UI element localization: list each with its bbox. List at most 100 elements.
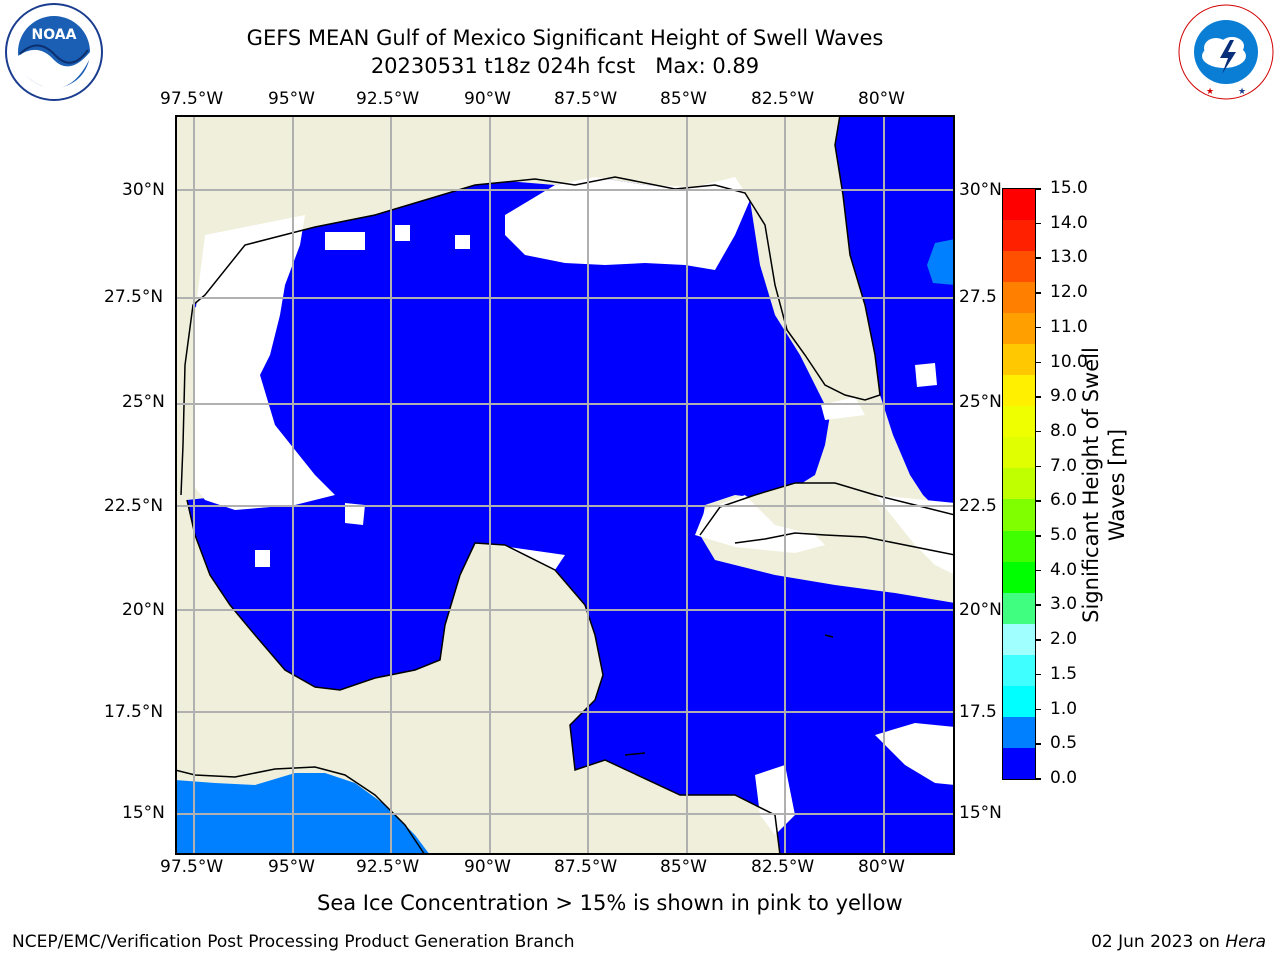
atlantic-swell-field [835, 115, 955, 507]
colorbar-tick-mark [1035, 604, 1041, 606]
nodata-zones [193, 177, 955, 835]
colorbar-segment [1003, 499, 1035, 531]
lon-label-top: 92.5°W [356, 89, 420, 109]
colorbar-tick-mark [1035, 222, 1041, 225]
colorbar-tick-mark [1035, 778, 1041, 780]
lon-label-top: 87.5°W [554, 89, 618, 109]
map-panel [174, 114, 956, 856]
colorbar-segment [1003, 251, 1035, 283]
lat-label-left: 20°N [122, 600, 165, 620]
colorbar-tick-mark [1035, 292, 1041, 294]
svg-text:★: ★ [1238, 87, 1246, 97]
colorbar-tick-mark [1035, 535, 1041, 537]
map-frame [175, 115, 955, 855]
colorbar-segment [1003, 282, 1035, 314]
colorbar-tick-mark [1035, 188, 1041, 190]
colorbar-tick-mark [1035, 430, 1041, 433]
colorbar-tick-label: 14.0 [1050, 212, 1088, 233]
colorbar-tick-label: 10.0 [1050, 351, 1088, 372]
lon-label-top: 90°W [464, 89, 511, 109]
colorbar-tick-label: 8.0 [1050, 420, 1078, 441]
colorbar-segment [1003, 344, 1035, 376]
colorbar-segment [1003, 530, 1035, 562]
colorbar-tick-mark [1035, 257, 1041, 259]
lon-label-bottom: 92.5°W [356, 857, 420, 877]
colorbar-segment [1003, 747, 1035, 779]
lat-label-right: 25°N [959, 392, 1002, 412]
lat-label-left: 25°N [122, 392, 165, 412]
colorbar-ticks: 15.0 14.0 13.0 12.0 11.0 10.0 9.0 8.0 7.0 6.0 5.0 4… [1035, 178, 1102, 790]
graticule [175, 115, 955, 855]
svg-text:NOAA: NOAA [32, 27, 77, 43]
colorbar [1002, 188, 1036, 780]
noaa-logo: NOAA [4, 2, 104, 102]
colorbar-tick-label: 3.0 [1050, 594, 1078, 615]
chart-subtitle: 20230531 t18z 024h fcst Max: 0.89 [370, 54, 760, 78]
lon-label-top: 82.5°W [751, 89, 815, 109]
colorbar-label: Significant Height of Swell Waves [m] [1079, 347, 1129, 623]
colorbar-tick-mark [1035, 708, 1041, 711]
date-stamp: 02 Jun 2023 on Hera [1091, 932, 1266, 952]
colorbar-tick-mark [1035, 673, 1041, 676]
colorbar-tick-label: 5.0 [1050, 525, 1078, 546]
colorbar-tick-label: 1.5 [1050, 663, 1078, 684]
lon-label-top: 80°W [858, 89, 905, 109]
lon-label-bottom: 87.5°W [554, 857, 618, 877]
chart-title: GEFS MEAN Gulf of Mexico Significant Hei… [246, 26, 884, 50]
gulf-map [174, 114, 956, 856]
lon-label-bottom: 85°W [660, 857, 707, 877]
colorbar-segment [1003, 468, 1035, 500]
colorbar-segment [1003, 313, 1035, 345]
colorbar-segment [1003, 561, 1035, 593]
colorbar-tick-mark [1035, 361, 1041, 364]
colorbar-tick-label: 4.0 [1050, 559, 1078, 580]
colorbar-segment [1003, 437, 1035, 469]
sea-ice-note: Sea Ice Concentration > 15% is shown in … [317, 891, 903, 915]
lat-label-right: 17.5 [959, 702, 997, 722]
colorbar-segment [1003, 623, 1035, 655]
colorbar-tick-mark [1035, 500, 1041, 502]
lon-label-top: 95°W [268, 89, 315, 109]
colorbar-tick-label: 7.0 [1050, 455, 1078, 476]
colorbar-tick-label: 1.0 [1050, 698, 1078, 719]
credit-text: NCEP/EMC/Verification Post Processing Pr… [12, 932, 575, 952]
nws-logo: ★ ★ [1176, 2, 1276, 102]
lat-label-right: 30°N [959, 180, 1002, 200]
lon-label-bottom: 80°W [858, 857, 905, 877]
colorbar-tick-label: 11.0 [1050, 316, 1088, 337]
colorbar-tick-label: 2.0 [1050, 629, 1078, 650]
colorbar-segment [1003, 189, 1035, 221]
colorbar-tick-label: 12.0 [1050, 282, 1088, 303]
colorbar-tick-label: 9.0 [1050, 386, 1078, 407]
lat-label-left: 17.5°N [104, 702, 164, 722]
svg-text:★: ★ [1206, 87, 1214, 97]
colorbar-tick-label: 0.5 [1050, 733, 1078, 754]
colorbar-tick-mark [1035, 569, 1041, 572]
colorbar-tick-mark [1035, 465, 1041, 468]
colorbar-segment [1003, 685, 1035, 717]
lat-label-right: 15°N [959, 803, 1002, 823]
lon-label-bottom: 97.5°W [160, 857, 224, 877]
colorbar-segment [1003, 654, 1035, 686]
gulf-swell-field [187, 177, 955, 855]
lat-label-left: 22.5°N [104, 496, 164, 516]
colorbar-segment [1003, 406, 1035, 438]
machine-name: Hera [1225, 932, 1266, 952]
colorbar-segment [1003, 592, 1035, 624]
colorbar-segment [1003, 220, 1035, 252]
land-mexico-central-america [175, 495, 780, 855]
colorbar-segment [1003, 716, 1035, 748]
lat-label-left: 15°N [122, 803, 165, 823]
lon-label-top: 85°W [660, 89, 707, 109]
lat-label-right: 20°N [959, 600, 1002, 620]
lat-label-right: 27.5 [959, 287, 997, 307]
colorbar-tick-mark [1035, 743, 1041, 745]
colorbar-tick-label: 15.0 [1050, 178, 1088, 198]
colorbar-tick-label: 0.0 [1050, 768, 1078, 788]
lon-label-bottom: 82.5°W [751, 857, 815, 877]
colorbar-tick-label: 13.0 [1050, 247, 1088, 268]
colorbar-tick-label: 6.0 [1050, 490, 1078, 511]
colorbar-tick-mark [1035, 326, 1041, 329]
lat-label-right: 22.5 [959, 496, 997, 516]
lon-label-top: 97.5°W [160, 89, 224, 109]
